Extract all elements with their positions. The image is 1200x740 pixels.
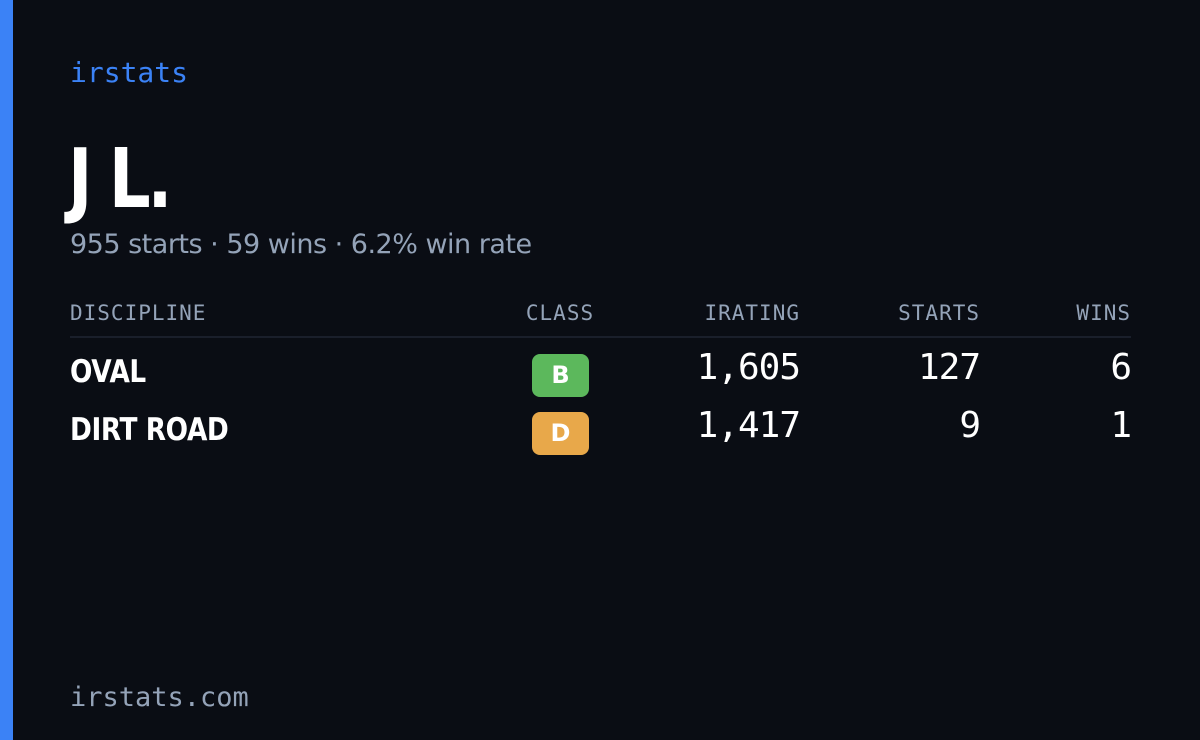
- brand-logo: irstats: [70, 56, 189, 89]
- irating-value: 1,605: [696, 347, 801, 388]
- header-wins: WINS: [1076, 301, 1131, 325]
- header-discipline: DISCIPLINE: [70, 301, 207, 325]
- table-row: OVAL B 1,605 127 6: [70, 338, 1132, 397]
- stats-table: DISCIPLINE CLASS IRATING STARTS WINS OVA…: [70, 296, 1132, 455]
- license-class-badge: D: [532, 412, 589, 455]
- table-header-row: DISCIPLINE CLASS IRATING STARTS WINS: [70, 296, 1131, 338]
- irating-value: 1,417: [696, 405, 801, 446]
- wins-value: 1: [1110, 405, 1132, 446]
- discipline-name: DIRT ROAD: [70, 412, 229, 448]
- footer-url: irstats.com: [70, 682, 249, 713]
- accent-bar: [0, 0, 13, 740]
- license-class-badge: B: [532, 354, 589, 397]
- header-irating: IRATING: [704, 301, 800, 325]
- table-row: DIRT ROAD D 1,417 9 1: [70, 396, 1132, 455]
- wins-value: 6: [1110, 347, 1132, 388]
- driver-name: J L.: [68, 132, 172, 227]
- discipline-name: OVAL: [70, 354, 146, 390]
- driver-summary: 955 starts · 59 wins · 6.2% win rate: [70, 229, 532, 260]
- starts-value: 127: [917, 347, 981, 388]
- header-class: CLASS: [525, 301, 595, 325]
- starts-value: 9: [959, 405, 981, 446]
- header-starts: STARTS: [898, 301, 980, 325]
